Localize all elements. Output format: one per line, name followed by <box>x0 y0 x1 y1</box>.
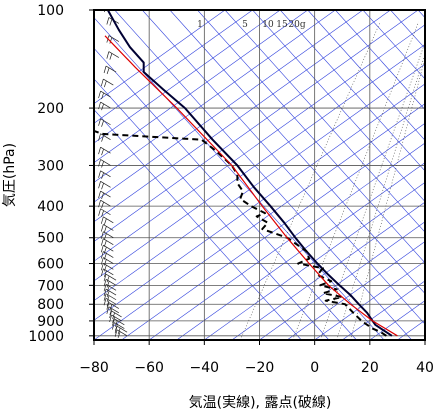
mixing-ratio-line <box>319 41 425 340</box>
x-tick-label: 20 <box>361 360 379 376</box>
mixing-ratio-label: 10 <box>262 20 274 30</box>
wind-barb <box>112 318 125 327</box>
wind-barb <box>98 90 111 100</box>
adiabat-line <box>335 10 425 111</box>
x-tick-label: 40 <box>416 360 434 376</box>
mixing-ratio-line <box>350 56 425 340</box>
reference-lapse-line <box>104 35 398 337</box>
grid <box>94 10 425 340</box>
x-tick-label: −20 <box>245 360 275 376</box>
mixing-ratio-line <box>239 21 381 340</box>
wind-barb <box>98 146 111 156</box>
wind-barb <box>109 310 122 320</box>
isotherm-line <box>94 10 253 124</box>
isotherm-line <box>94 10 364 203</box>
wind-barb <box>100 231 114 240</box>
adiabat-line <box>252 10 425 203</box>
y-tick-label: 500 <box>37 231 64 247</box>
adiabat-line <box>224 10 425 233</box>
isotherm-line <box>94 10 281 144</box>
wind-barb <box>98 208 111 217</box>
y-tick-label: 700 <box>37 278 64 294</box>
mixing-ratio-lines <box>239 21 425 340</box>
mixing-ratio-label: 5 <box>242 20 248 30</box>
y-tick-label: 400 <box>37 199 64 215</box>
wind-barb <box>112 322 125 331</box>
wind-barb <box>98 133 111 142</box>
x-tick-label: −80 <box>79 360 109 376</box>
adiabat-line <box>279 10 425 172</box>
wind-barb <box>100 224 114 233</box>
isotherm-line <box>94 10 419 242</box>
profile-series <box>94 10 398 337</box>
adiabat-line <box>307 10 425 141</box>
mixing-ratio-label: 1 <box>197 20 203 30</box>
wind-barb <box>114 329 128 338</box>
x-tick-label: −60 <box>134 360 164 376</box>
y-tick-label: 800 <box>37 297 64 313</box>
wind-barb <box>98 118 111 127</box>
wind-barb <box>98 199 111 209</box>
dewpoint-line <box>94 129 387 337</box>
wind-barb <box>114 325 128 335</box>
x-tick-label: 0 <box>310 360 319 376</box>
isotherm-line <box>94 24 425 262</box>
x-ticks: −80 −60 −40 −20 0 20 40 <box>79 340 434 376</box>
wind-barb <box>100 78 114 88</box>
mixing-ratio-line <box>292 21 419 340</box>
wind-barb <box>100 238 114 247</box>
mixing-ratio-labels: 1 5 10 15 20g <box>197 20 306 30</box>
adiabat-line <box>197 10 425 264</box>
isotherm-line <box>424 339 425 340</box>
isotherm-line <box>94 10 308 164</box>
isotherm-line <box>94 44 425 282</box>
y-tick-label: 600 <box>37 257 64 273</box>
isotherm-line <box>94 10 226 104</box>
isotherm-line <box>94 10 336 183</box>
wind-barb <box>103 273 117 283</box>
y-axis-title: 気圧(hPa) <box>2 143 18 207</box>
wind-barbs <box>98 10 128 338</box>
wind-barb <box>98 159 111 168</box>
wind-barb <box>103 65 117 75</box>
x-tick-label: −40 <box>190 360 220 376</box>
wind-barb <box>98 101 111 111</box>
y-tick-label: 300 <box>37 158 64 174</box>
wind-barb <box>98 170 111 179</box>
isotherm-line <box>94 10 391 223</box>
wind-barb <box>106 51 120 60</box>
adiabat-line <box>362 10 425 80</box>
wind-barb <box>98 180 111 190</box>
wind-barb <box>98 190 111 200</box>
wind-barb <box>100 216 114 225</box>
x-axis-title: 気温(実線), 露点(破線) <box>189 395 332 411</box>
y-tick-label: 1000 <box>28 329 64 345</box>
wind-barb <box>100 251 114 260</box>
y-tick-label: 900 <box>37 314 64 330</box>
wind-barb <box>100 244 114 254</box>
mixing-ratio-label: 15 <box>276 20 288 30</box>
mixing-ratio-label: 20g <box>288 20 305 30</box>
y-tick-label: 200 <box>37 101 64 117</box>
wind-barb <box>106 302 120 311</box>
y-tick-label: 100 <box>37 3 64 19</box>
